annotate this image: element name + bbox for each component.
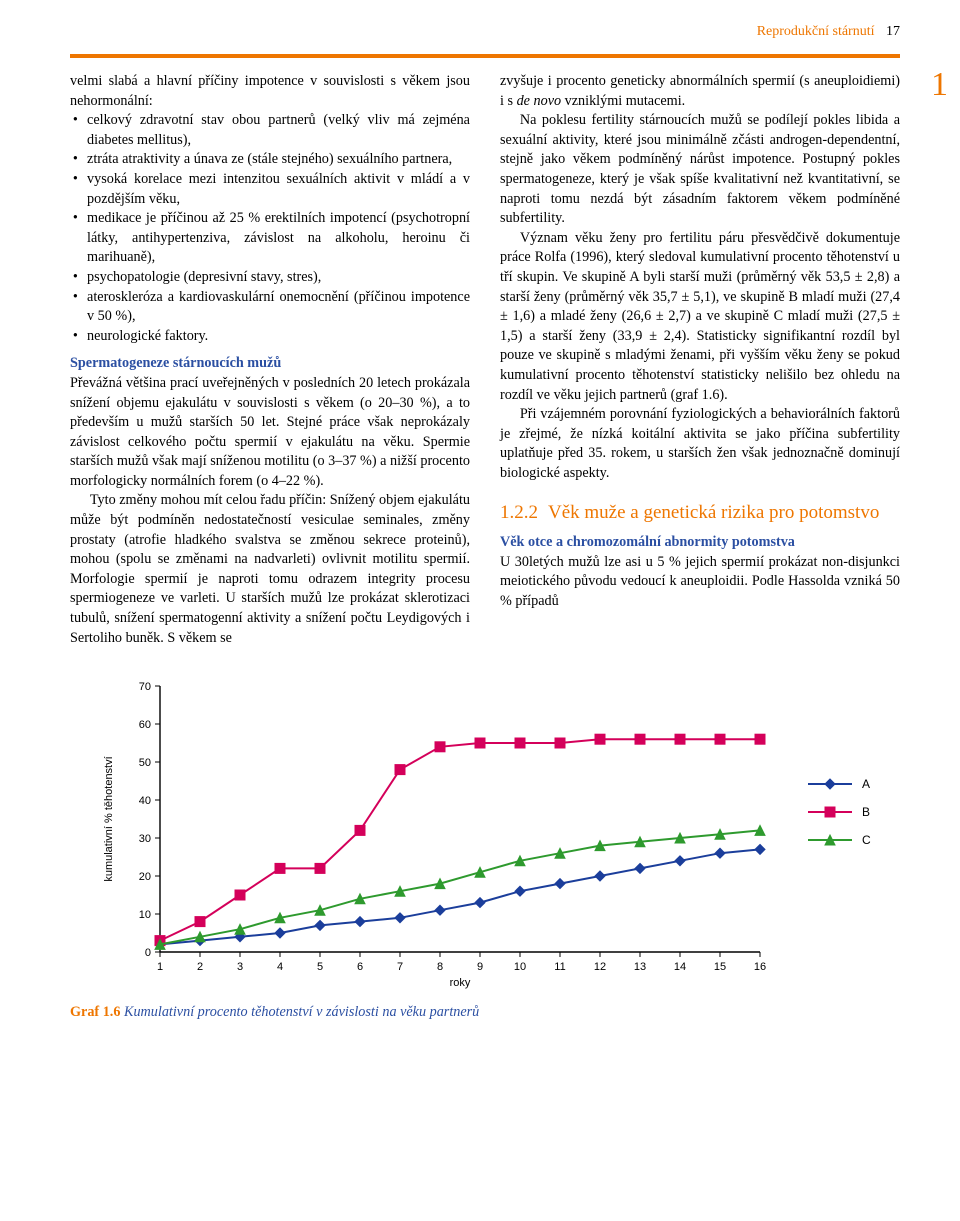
svg-text:3: 3: [237, 961, 243, 973]
line-chart: 01020304050607012345678910111213141516ro…: [70, 674, 900, 994]
svg-text:40: 40: [139, 795, 151, 807]
svg-text:1: 1: [157, 961, 163, 973]
svg-text:5: 5: [317, 961, 323, 973]
list-item: ateroskleróza a kardiovaskulární onemocn…: [87, 288, 470, 327]
list-item: celkový zdravotní stav obou partnerů (ve…: [87, 111, 470, 150]
page: Reprodukční stárnutí 17 1 velmi slabá a …: [0, 0, 960, 1061]
list-item: vysoká korelace mezi intenzitou sexuální…: [87, 170, 470, 209]
svg-text:70: 70: [139, 681, 151, 693]
svg-text:10: 10: [139, 909, 151, 921]
list-item: medikace je příčinou až 25 % erektilních…: [87, 209, 470, 268]
list-item: psychopatologie (depresivní stavy, stres…: [87, 268, 470, 288]
right-p3: Význam věku ženy pro fertilitu páru přes…: [500, 229, 900, 405]
right-p5: U 30letých mužů lze asi u 5 % jejich spe…: [500, 553, 900, 612]
svg-text:7: 7: [397, 961, 403, 973]
running-head: Reprodukční stárnutí 17: [70, 24, 900, 40]
svg-text:30: 30: [139, 833, 151, 845]
svg-text:6: 6: [357, 961, 363, 973]
left-intro: velmi slabá a hlavní příčiny impotence v…: [70, 72, 470, 111]
list-item: neurologické faktory.: [87, 327, 470, 347]
section-title: Věk muže a genetická rizika pro potomstv…: [548, 502, 879, 523]
svg-text:12: 12: [594, 961, 606, 973]
chart-container: 01020304050607012345678910111213141516ro…: [70, 674, 900, 1021]
svg-text:50: 50: [139, 757, 151, 769]
svg-text:11: 11: [554, 961, 565, 973]
right-subhead: Věk otce a chromozomální abnormity potom…: [500, 533, 900, 553]
svg-text:B: B: [862, 805, 870, 819]
caption-text: Kumulativní procento těhotenství v závis…: [124, 1004, 479, 1020]
right-p1c: vzniklými mutacemi.: [561, 93, 685, 109]
section-heading: 1.2.2 Věk muže a genetická rizika pro pot…: [500, 501, 900, 525]
right-p1: zvyšuje i procento geneticky abnormálníc…: [500, 72, 900, 111]
section-number: 1.2.2: [500, 502, 538, 523]
svg-text:20: 20: [139, 871, 151, 883]
right-column: zvyšuje i procento geneticky abnormálníc…: [500, 72, 900, 648]
svg-text:C: C: [862, 833, 871, 847]
svg-text:roky: roky: [450, 977, 471, 989]
svg-text:13: 13: [634, 961, 646, 973]
figure-caption: Graf 1.6 Kumulativní procento těhotenstv…: [70, 1004, 900, 1021]
page-number: 17: [886, 24, 900, 39]
svg-text:8: 8: [437, 961, 443, 973]
caption-label: Graf 1.6: [70, 1004, 120, 1020]
svg-text:60: 60: [139, 719, 151, 731]
svg-text:4: 4: [277, 961, 283, 973]
left-p1: Převážná většina prací uveřejněných v po…: [70, 374, 470, 492]
right-p4: Při vzájemném porovnání fyziologických a…: [500, 405, 900, 483]
list-item: ztráta atraktivity a únava ze (stále ste…: [87, 150, 470, 170]
svg-text:A: A: [862, 777, 870, 791]
left-column: velmi slabá a hlavní příčiny impotence v…: [70, 72, 470, 648]
svg-text:kumulativní % těhotenství: kumulativní % těhotenství: [103, 757, 115, 882]
left-subhead: Spermatogeneze stárnoucích mužů: [70, 354, 470, 374]
left-bullet-list: celkový zdravotní stav obou partnerů (ve…: [70, 111, 470, 346]
svg-text:2: 2: [197, 961, 203, 973]
svg-text:9: 9: [477, 961, 483, 973]
two-column-body: 1 velmi slabá a hlavní příčiny impotence…: [70, 72, 900, 648]
right-p2: Na poklesu fertility stárnoucích mužů se…: [500, 111, 900, 229]
chapter-title: Reprodukční stárnutí: [757, 24, 875, 39]
left-p2: Tyto změny mohou mít celou řadu příčin: …: [70, 491, 470, 648]
right-p1b: de novo: [517, 93, 562, 109]
svg-text:16: 16: [754, 961, 766, 973]
svg-text:15: 15: [714, 961, 726, 973]
svg-text:14: 14: [674, 961, 686, 973]
svg-text:0: 0: [145, 947, 151, 959]
svg-text:10: 10: [514, 961, 526, 973]
side-chapter-number: 1: [931, 66, 948, 104]
header-rule: [70, 54, 900, 58]
